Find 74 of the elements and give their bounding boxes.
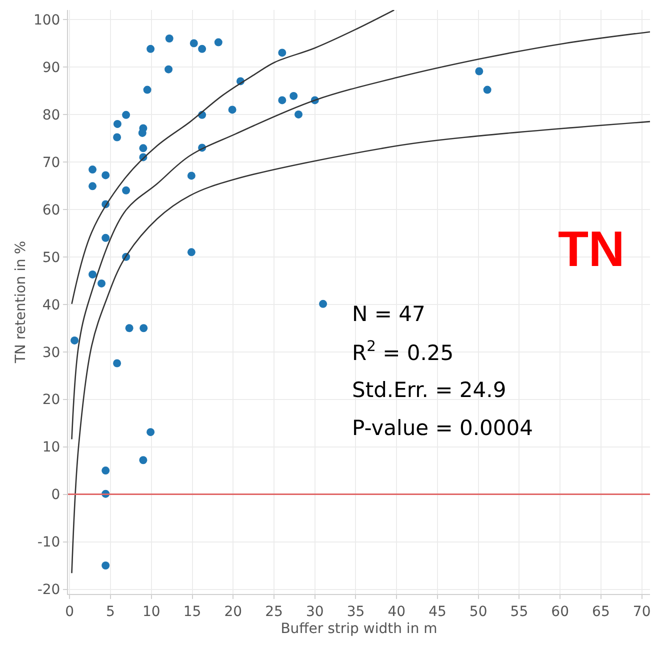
annotation: N = 47 [352, 302, 426, 326]
point [125, 324, 134, 332]
point [113, 133, 122, 142]
point [146, 428, 155, 436]
point [187, 248, 196, 256]
annotation: P-value = 0.0004 [352, 416, 534, 440]
point [98, 279, 106, 288]
point [483, 86, 492, 94]
x-tick-label: 60 [551, 604, 569, 620]
point [102, 171, 110, 180]
y-tick-label: -10 [37, 534, 60, 551]
text: TN [558, 221, 625, 277]
x-axis-title: Buffer strip width in m [280, 621, 438, 638]
x-tick-label: 50 [469, 604, 488, 620]
x-tick-label: 30 [306, 604, 324, 620]
x-tick-label: 10 [142, 604, 160, 620]
y-axis-title: TN retention in % [13, 240, 30, 364]
point [319, 300, 328, 308]
point [165, 34, 174, 42]
point [190, 39, 198, 48]
y-tick-label: 90 [42, 60, 60, 76]
point [113, 120, 122, 128]
point [475, 67, 484, 76]
annotation: Std.Err. = 24.9 [352, 378, 506, 402]
point [278, 96, 286, 104]
y-tick-label: 60 [42, 202, 60, 218]
point [198, 44, 206, 53]
point [164, 65, 173, 74]
y-tick-label: -20 [37, 582, 60, 598]
y-tick-label: 70 [42, 154, 60, 171]
y-tick-label: 50 [42, 250, 60, 266]
x-tick-label: 55 [510, 604, 528, 620]
annotation: R$^{2}$ = 0.25 [352, 338, 454, 365]
point [214, 38, 222, 46]
point [290, 92, 298, 100]
y-tick-label: 80 [42, 107, 60, 124]
point [102, 234, 110, 242]
line-series [71, 10, 395, 305]
x-tick-label: 15 [183, 604, 202, 620]
point [278, 48, 286, 57]
point [143, 86, 152, 94]
x-tick-label: 20 [224, 604, 242, 620]
x-tick-label: 45 [428, 604, 446, 620]
point [102, 562, 110, 570]
point [102, 466, 110, 475]
y-tick-label: 0 [51, 487, 60, 504]
x-tick-label: 70 [632, 604, 651, 620]
point [122, 110, 130, 119]
point [140, 324, 148, 332]
point [139, 144, 148, 152]
point [228, 106, 236, 114]
point [70, 336, 79, 344]
y-tick-label: 100 [33, 12, 60, 28]
point [122, 186, 130, 194]
point [294, 110, 303, 118]
point [88, 270, 97, 278]
x-tick-label: 65 [592, 604, 610, 620]
line-series [71, 120, 650, 574]
y-tick-label: 10 [42, 440, 60, 456]
point [146, 44, 155, 53]
point [139, 456, 148, 464]
point [113, 359, 122, 368]
y-tick-label: 30 [42, 344, 60, 361]
point [88, 166, 97, 174]
x-tick-label: 5 [106, 604, 115, 620]
y-tick-label: 40 [42, 297, 60, 314]
line-series [71, 31, 650, 440]
y-tick-label: 20 [42, 392, 60, 408]
x-tick-label: 40 [388, 604, 406, 620]
x-tick-label: 35 [346, 604, 365, 620]
x-tick-label: 25 [265, 604, 283, 620]
point [88, 182, 97, 190]
x-tick-label: 0 [65, 604, 74, 620]
point [187, 172, 196, 180]
